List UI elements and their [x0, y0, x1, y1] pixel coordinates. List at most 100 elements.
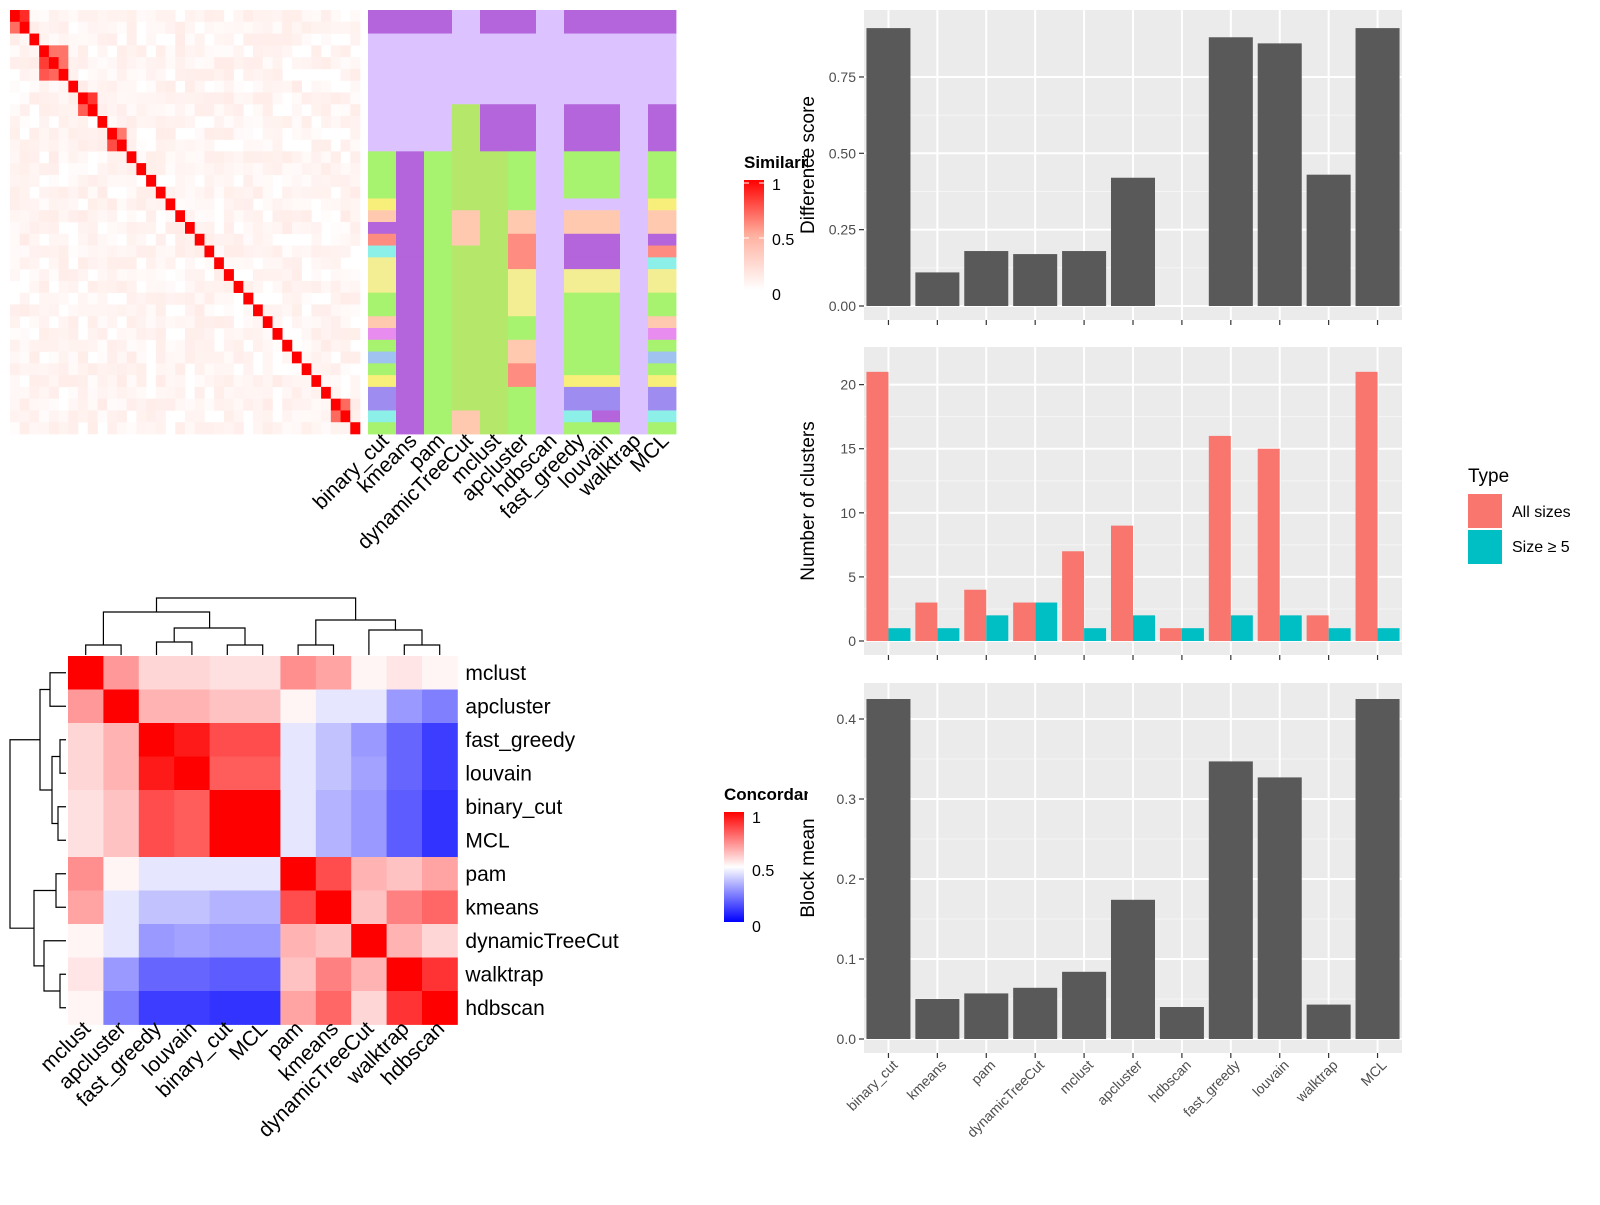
concordance-cell [280, 991, 317, 1025]
similarity-cell [78, 398, 89, 411]
similarity-cell [321, 386, 332, 399]
concordance-cell [68, 857, 104, 891]
membership-cell [564, 351, 593, 364]
similarity-cell [340, 328, 351, 341]
membership-cell [536, 210, 565, 223]
similarity-cell [155, 233, 166, 246]
concordance-heatmap [68, 656, 458, 1025]
similarity-cell [87, 280, 98, 293]
similarity-cell [126, 33, 137, 46]
membership-cell [564, 410, 593, 423]
similarity-cell [350, 104, 361, 117]
bar-pam-size-ge-5 [986, 615, 1009, 641]
similarity-cell [39, 398, 50, 411]
similarity-cell [48, 127, 59, 140]
similarity-legend-tick: 1 [772, 177, 781, 194]
similarity-cell [68, 328, 79, 341]
similarity-cell [29, 80, 40, 93]
similarity-cell [58, 80, 69, 93]
similarity-cell [175, 422, 186, 435]
membership-cell [452, 198, 481, 211]
similarity-cell [116, 422, 127, 435]
similarity-cell [262, 104, 273, 117]
similarity-cell [311, 80, 322, 93]
similarity-cell [126, 269, 137, 282]
concordance-cell [351, 957, 387, 992]
similarity-cell [185, 269, 196, 282]
similarity-cell [97, 292, 108, 305]
bar-binary_cut-size-ge-5 [888, 628, 911, 641]
similarity-cell [155, 245, 166, 258]
membership-cell [592, 375, 621, 388]
membership-cell [508, 104, 537, 117]
similarity-cell [175, 233, 186, 246]
similarity-cell [126, 139, 137, 152]
dendrogram-link [57, 806, 66, 841]
concordance-cell [422, 823, 458, 858]
membership-cell [648, 280, 677, 294]
similarity-cell [282, 163, 293, 176]
similarity-cell [253, 151, 264, 164]
similarity-cell [291, 375, 302, 388]
similarity-cell [223, 80, 234, 93]
similarity-cell [39, 33, 50, 46]
similarity-cell [204, 127, 215, 140]
similarity-cell [262, 422, 273, 435]
similarity-cell [136, 10, 147, 23]
similarity-cell [291, 257, 302, 270]
similarity-cell [58, 257, 69, 270]
bar-walktrap [1306, 1004, 1351, 1039]
bar-fast_greedy-all-sizes [1208, 435, 1231, 641]
similarity-cell [58, 139, 69, 152]
similarity-cell [262, 174, 273, 187]
similarity-cell [39, 328, 50, 341]
similarity-cell [107, 339, 118, 352]
similarity-cell [214, 398, 225, 411]
similarity-cell [185, 292, 196, 305]
y-axis-title: Block mean [798, 818, 819, 917]
membership-cell [564, 386, 593, 400]
similarity-cell [126, 351, 137, 364]
similarity-cell [39, 104, 50, 117]
similarity-cell [19, 363, 30, 376]
similarity-cell [155, 339, 166, 352]
similarity-cell [19, 33, 30, 46]
similarity-cell [272, 116, 283, 129]
similarity-cell [107, 422, 118, 435]
membership-cell [480, 375, 509, 388]
row-label-louvain: louvain [465, 762, 532, 785]
similarity-cell [68, 245, 79, 258]
similarity-cell [330, 339, 341, 352]
similarity-cell [58, 151, 69, 164]
membership-cell [480, 45, 509, 58]
membership-cell [648, 198, 677, 211]
similarity-cell [78, 410, 89, 423]
similarity-cell [97, 245, 108, 258]
membership-cell [592, 163, 621, 176]
membership-cell [620, 422, 649, 435]
similarity-cell [29, 92, 40, 105]
similarity-cell [175, 245, 186, 258]
similarity-cell [39, 292, 50, 305]
similarity-cell [204, 45, 215, 58]
similarity-cell [78, 386, 89, 399]
membership-cell [368, 422, 397, 435]
concordance-cell [386, 890, 423, 925]
membership-cell [508, 163, 537, 176]
concordance-cell [245, 991, 281, 1025]
similarity-cell [165, 127, 176, 140]
similarity-cell [175, 92, 186, 105]
similarity-cell [204, 292, 215, 305]
similarity-cell [204, 328, 215, 341]
similarity-cell [97, 316, 108, 329]
similarity-cell [262, 245, 273, 258]
membership-cell [424, 304, 453, 317]
concordance-cell [245, 756, 281, 791]
concordance-cell [315, 790, 352, 824]
similarity-cell [291, 363, 302, 376]
similarity-cell [78, 21, 89, 34]
membership-cell [508, 33, 537, 46]
similarity-cell [233, 351, 244, 364]
similarity-cell [282, 210, 293, 223]
similarity-cell [116, 10, 127, 23]
